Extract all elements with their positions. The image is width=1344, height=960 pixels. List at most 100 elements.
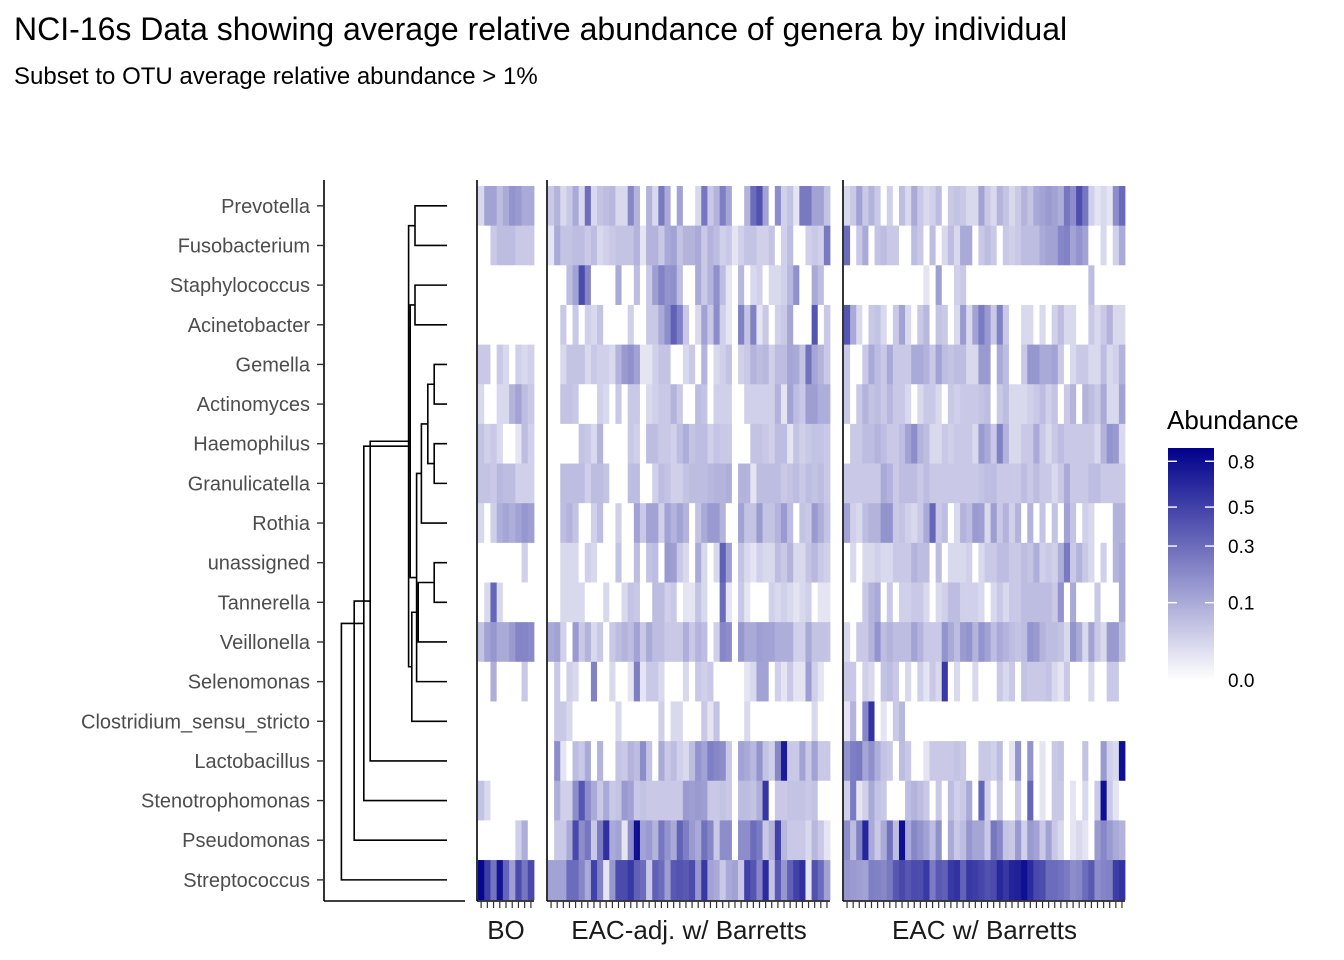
heatmap-cell [496, 622, 504, 663]
heatmap-cell [996, 701, 1004, 742]
heatmap-cell [578, 661, 586, 702]
heatmap-cell [799, 582, 806, 623]
heatmap-cell [578, 622, 586, 663]
heatmap-cell [953, 304, 961, 345]
heatmap-cell [695, 701, 702, 742]
heatmap-cell [1039, 304, 1046, 345]
heatmap-cell [707, 503, 714, 544]
heatmap-cell [1100, 503, 1108, 544]
heatmap-cell [917, 622, 924, 663]
heatmap-cell [1118, 860, 1126, 901]
heatmap-cell [874, 265, 882, 306]
heatmap-cell [1076, 265, 1083, 306]
heatmap-cell [1002, 582, 1010, 623]
heatmap-cell [1094, 542, 1101, 583]
heatmap-cell [756, 186, 763, 227]
heatmap-cell [527, 225, 535, 266]
heatmap-cell [1094, 820, 1101, 861]
row-label: Streptococcus [183, 870, 310, 892]
heatmap-cell [484, 780, 491, 821]
heatmap-cell [731, 780, 739, 821]
heatmap-cell [554, 423, 561, 464]
heatmap-cell [490, 701, 498, 742]
heatmap-cell [911, 701, 918, 742]
heatmap-cell [615, 384, 622, 425]
heatmap-cell [658, 622, 665, 663]
heatmap-cell [509, 582, 516, 623]
heatmap-cell [1027, 463, 1034, 504]
heatmap-cell [725, 186, 733, 227]
heatmap-cell [652, 860, 659, 901]
heatmap-cell [615, 225, 622, 266]
heatmap-cell [1100, 463, 1108, 504]
heatmap-cell [554, 304, 561, 345]
heatmap-cell [646, 186, 653, 227]
heatmap-cell [652, 661, 659, 702]
heatmap-cell [1082, 741, 1089, 782]
heatmap-cell [892, 225, 900, 266]
heatmap-cell [590, 304, 598, 345]
heatmap-cell [1002, 423, 1010, 464]
heatmap-cell [1015, 741, 1022, 782]
heatmap-cell [646, 661, 653, 702]
heatmap-cell [960, 582, 967, 623]
heatmap-cell [652, 186, 659, 227]
heatmap-cell [868, 423, 875, 464]
heatmap-cell [566, 860, 573, 901]
heatmap-cell [947, 503, 955, 544]
heatmap-cell [633, 304, 641, 345]
heatmap-cell [1112, 582, 1120, 623]
heatmap-cell [738, 384, 745, 425]
heatmap-cell [633, 265, 641, 306]
heatmap-cell [929, 582, 937, 623]
heatmap-cell [805, 265, 813, 306]
heatmap-cell [738, 622, 745, 663]
heatmap-cell [676, 701, 684, 742]
heatmap-cell [984, 304, 992, 345]
heatmap-cell [996, 542, 1004, 583]
heatmap-cell [560, 225, 567, 266]
heatmap-cell [676, 741, 684, 782]
heatmap-cell [707, 186, 714, 227]
heatmap-cell [787, 622, 794, 663]
heatmap-cell [1082, 225, 1089, 266]
heatmap-cell [615, 186, 622, 227]
heatmap-cell [898, 186, 906, 227]
heatmap-cell [762, 344, 770, 385]
row-label: Prevotella [221, 196, 311, 218]
heatmap-cell [787, 265, 794, 306]
heatmap-cell [1112, 304, 1120, 345]
heatmap-cell [1008, 265, 1016, 306]
heatmap-cell [646, 820, 653, 861]
heatmap-cell [947, 860, 955, 901]
heatmap-cell [1033, 225, 1040, 266]
heatmap-cell [868, 265, 875, 306]
heatmap-cell [1106, 503, 1114, 544]
heatmap-cell [978, 503, 985, 544]
heatmap-cell [731, 384, 739, 425]
heatmap-cell [811, 741, 819, 782]
heatmap-cell [953, 701, 961, 742]
heatmap-cell [578, 820, 586, 861]
heatmap-cell [1008, 780, 1016, 821]
heatmap-cell [509, 186, 516, 227]
heatmap-cell [664, 186, 672, 227]
heatmap-cell [1088, 423, 1095, 464]
heatmap-cell [627, 186, 635, 227]
heatmap-cell [929, 384, 937, 425]
heatmap-cell [502, 423, 510, 464]
heatmap-cell [1063, 542, 1071, 583]
heatmap-cell [966, 423, 973, 464]
heatmap-cell [738, 265, 745, 306]
heatmap-cell [1027, 820, 1034, 861]
heatmap-cell [850, 661, 857, 702]
heatmap-cell [639, 225, 647, 266]
heatmap-cell [521, 265, 529, 306]
heatmap-cell [484, 384, 491, 425]
heatmap-cell [923, 463, 930, 504]
heatmap-cell [682, 344, 690, 385]
heatmap-cell [633, 780, 641, 821]
heatmap-cell [744, 344, 751, 385]
heatmap-cell [1112, 384, 1120, 425]
heatmap-cell [960, 820, 967, 861]
